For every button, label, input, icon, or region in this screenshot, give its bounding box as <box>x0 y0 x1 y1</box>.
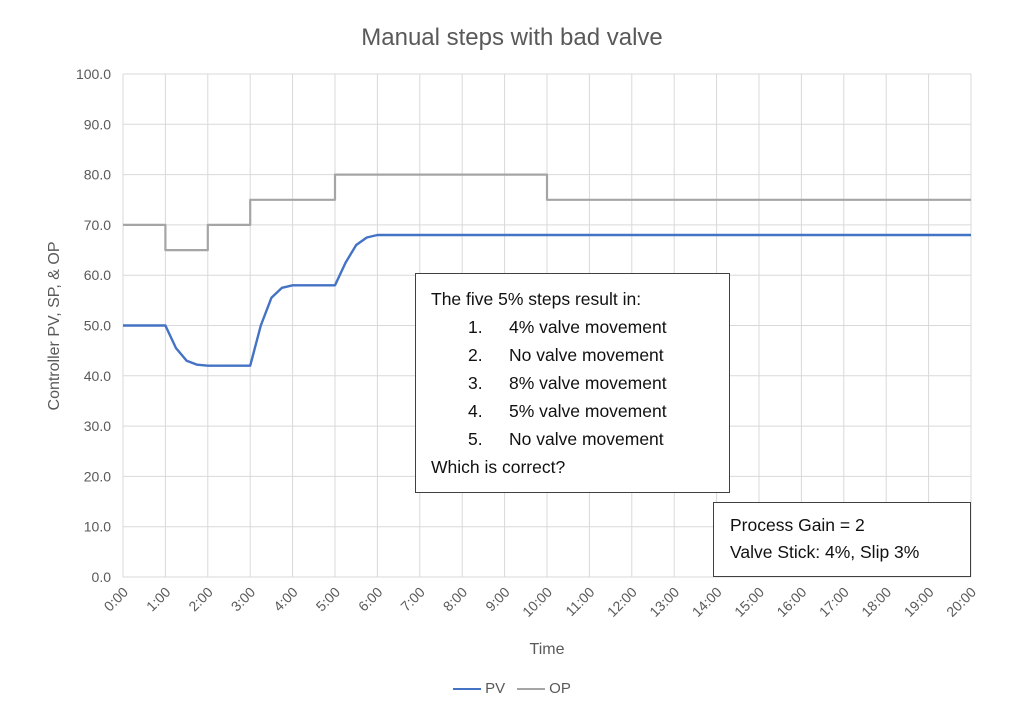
y-tick-label: 50.0 <box>84 318 111 334</box>
pv-series-line <box>123 233 971 367</box>
x-axis-title: Time <box>530 641 565 658</box>
option-text: 8% valve movement <box>509 373 667 393</box>
y-tick-label: 20.0 <box>84 468 111 484</box>
y-tick-label: 80.0 <box>84 167 111 183</box>
x-tick-label: 7:00 <box>397 584 428 615</box>
x-tick-label: 14:00 <box>689 584 725 620</box>
x-tick-label: 17:00 <box>816 584 852 620</box>
option-item: 2. No valve movement <box>431 341 729 369</box>
question-footer: Which is correct? <box>431 457 566 477</box>
option-number: 5. <box>468 429 483 449</box>
chart-title: Manual steps with bad valve <box>361 24 663 51</box>
y-tick-label: 90.0 <box>84 116 111 132</box>
x-tick-label: 20:00 <box>943 584 979 620</box>
valve-stick-text: Valve Stick: 4%, Slip 3% <box>730 542 920 562</box>
y-tick-label: 60.0 <box>84 267 111 283</box>
x-tick-label: 1:00 <box>143 584 174 615</box>
legend-swatch-op <box>517 687 546 690</box>
x-tick-label: 15:00 <box>731 584 767 620</box>
option-number: 2. <box>468 345 483 365</box>
y-tick-label: 10.0 <box>84 519 111 535</box>
y-axis-title: Controller PV, SP, & OP <box>46 242 63 411</box>
option-text: No valve movement <box>509 345 664 365</box>
x-tick-label: 4:00 <box>270 584 301 615</box>
option-text: 4% valve movement <box>509 317 667 337</box>
x-tick-label: 2:00 <box>185 584 216 615</box>
x-tick-label: 3:00 <box>228 584 259 615</box>
op-series-line <box>123 173 971 252</box>
x-tick-label: 0:00 <box>101 584 132 615</box>
x-tick-label: 5:00 <box>313 584 344 615</box>
x-tick-label: 10:00 <box>519 584 555 620</box>
option-text: 5% valve movement <box>509 401 667 421</box>
x-tick-label: 8:00 <box>440 584 471 615</box>
y-tick-label: 100.0 <box>76 66 111 82</box>
option-item: 4. 5% valve movement <box>431 397 729 425</box>
legend-label: PV <box>485 680 506 697</box>
x-tick-label: 12:00 <box>604 584 640 620</box>
question-heading: The five 5% steps result in: <box>431 289 642 309</box>
legend-swatch-pv <box>453 687 482 690</box>
y-tick-label: 0.0 <box>92 569 112 585</box>
x-tick-label: 18:00 <box>858 584 894 620</box>
option-number: 1. <box>468 317 483 337</box>
option-number: 3. <box>468 373 483 393</box>
option-number: 4. <box>468 401 483 421</box>
y-tick-label: 70.0 <box>84 217 111 233</box>
option-item: 3. 8% valve movement <box>431 369 729 397</box>
question-annotation-box: The five 5% steps result in: 1. 4% valve … <box>415 273 730 493</box>
x-tick-label: 11:00 <box>562 584 598 620</box>
x-tick-label: 6:00 <box>355 584 386 615</box>
legend-item-pv: PV <box>453 680 505 697</box>
x-tick-label: 19:00 <box>901 584 937 620</box>
parameters-annotation-box: Process Gain = 2 Valve Stick: 4%, Slip 3… <box>713 502 971 577</box>
legend-label: OP <box>549 680 571 697</box>
process-gain-text: Process Gain = 2 <box>730 515 865 535</box>
y-axis-ticks: 0.0 10.0 20.0 30.0 40.0 50.0 60.0 70.0 80.0 90.0 1… <box>76 66 111 585</box>
x-tick-label: 13:00 <box>646 584 682 620</box>
y-tick-label: 30.0 <box>84 418 111 434</box>
x-axis-ticks: 0:00 1:00 2:00 3:00 4:00 5:00 6:00 7:00 8:00 9:00… <box>101 584 980 620</box>
option-item: 5. No valve movement <box>431 425 729 453</box>
legend-item-op: OP <box>517 680 571 697</box>
legend: PV OP <box>0 680 1024 697</box>
y-tick-label: 40.0 <box>84 368 111 384</box>
option-text: No valve movement <box>509 429 664 449</box>
x-tick-label: 16:00 <box>773 584 809 620</box>
option-item: 1. 4% valve movement <box>431 313 729 341</box>
x-tick-label: 9:00 <box>482 584 513 615</box>
